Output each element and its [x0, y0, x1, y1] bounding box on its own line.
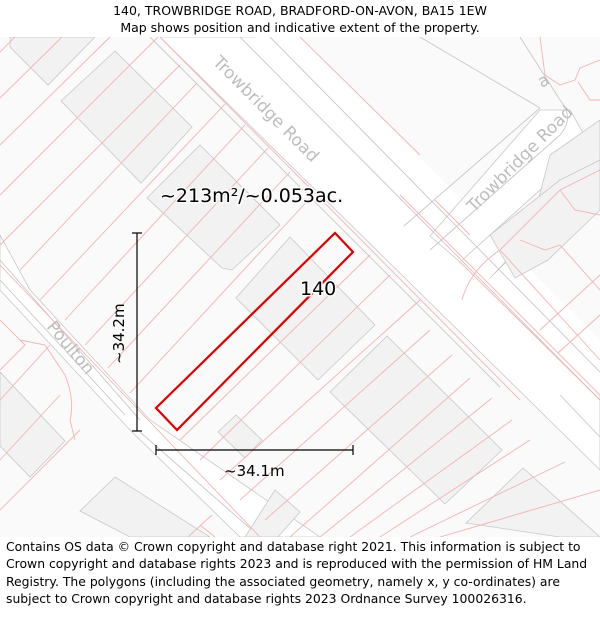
map-header: 140, TROWBRIDGE ROAD, BRADFORD-ON-AVON, …	[0, 0, 600, 38]
map-canvas: Trowbridge Road Trowbridge Road Poulton …	[0, 37, 600, 537]
road-poulton	[0, 234, 321, 537]
road-trowbridge-side	[429, 109, 591, 263]
measure-height	[132, 232, 142, 432]
property-address: 140, TROWBRIDGE ROAD, BRADFORD-ON-AVON, …	[113, 3, 487, 18]
property-number-label: 140	[300, 278, 336, 300]
property-map[interactable]: Trowbridge Road Trowbridge Road Poulton …	[0, 37, 600, 537]
road-label-poulton: Poulton	[42, 317, 98, 378]
area-label: ~213m²/~0.053ac.	[160, 185, 343, 207]
road-label-trowbridge-side-end: ɐ	[535, 71, 554, 93]
parcel-lines	[0, 37, 600, 537]
building	[235, 236, 376, 381]
buildings	[0, 37, 600, 537]
roads	[0, 37, 600, 537]
height-label: ~34.2m	[110, 303, 128, 364]
property-boundary[interactable]	[154, 231, 355, 432]
road-trowbridge-main	[159, 37, 600, 471]
copyright-footer: Contains OS data © Crown copyright and d…	[6, 538, 596, 607]
width-label: ~34.1m	[224, 462, 285, 480]
copyright-text: Contains OS data © Crown copyright and d…	[6, 539, 588, 606]
building	[465, 467, 600, 537]
building	[146, 144, 281, 271]
map-subtitle: Map shows position and indicative extent…	[120, 20, 480, 35]
building	[9, 37, 96, 86]
building	[79, 476, 211, 537]
building	[489, 159, 600, 279]
building	[60, 50, 193, 184]
building	[329, 335, 503, 505]
measure-width	[155, 445, 354, 455]
